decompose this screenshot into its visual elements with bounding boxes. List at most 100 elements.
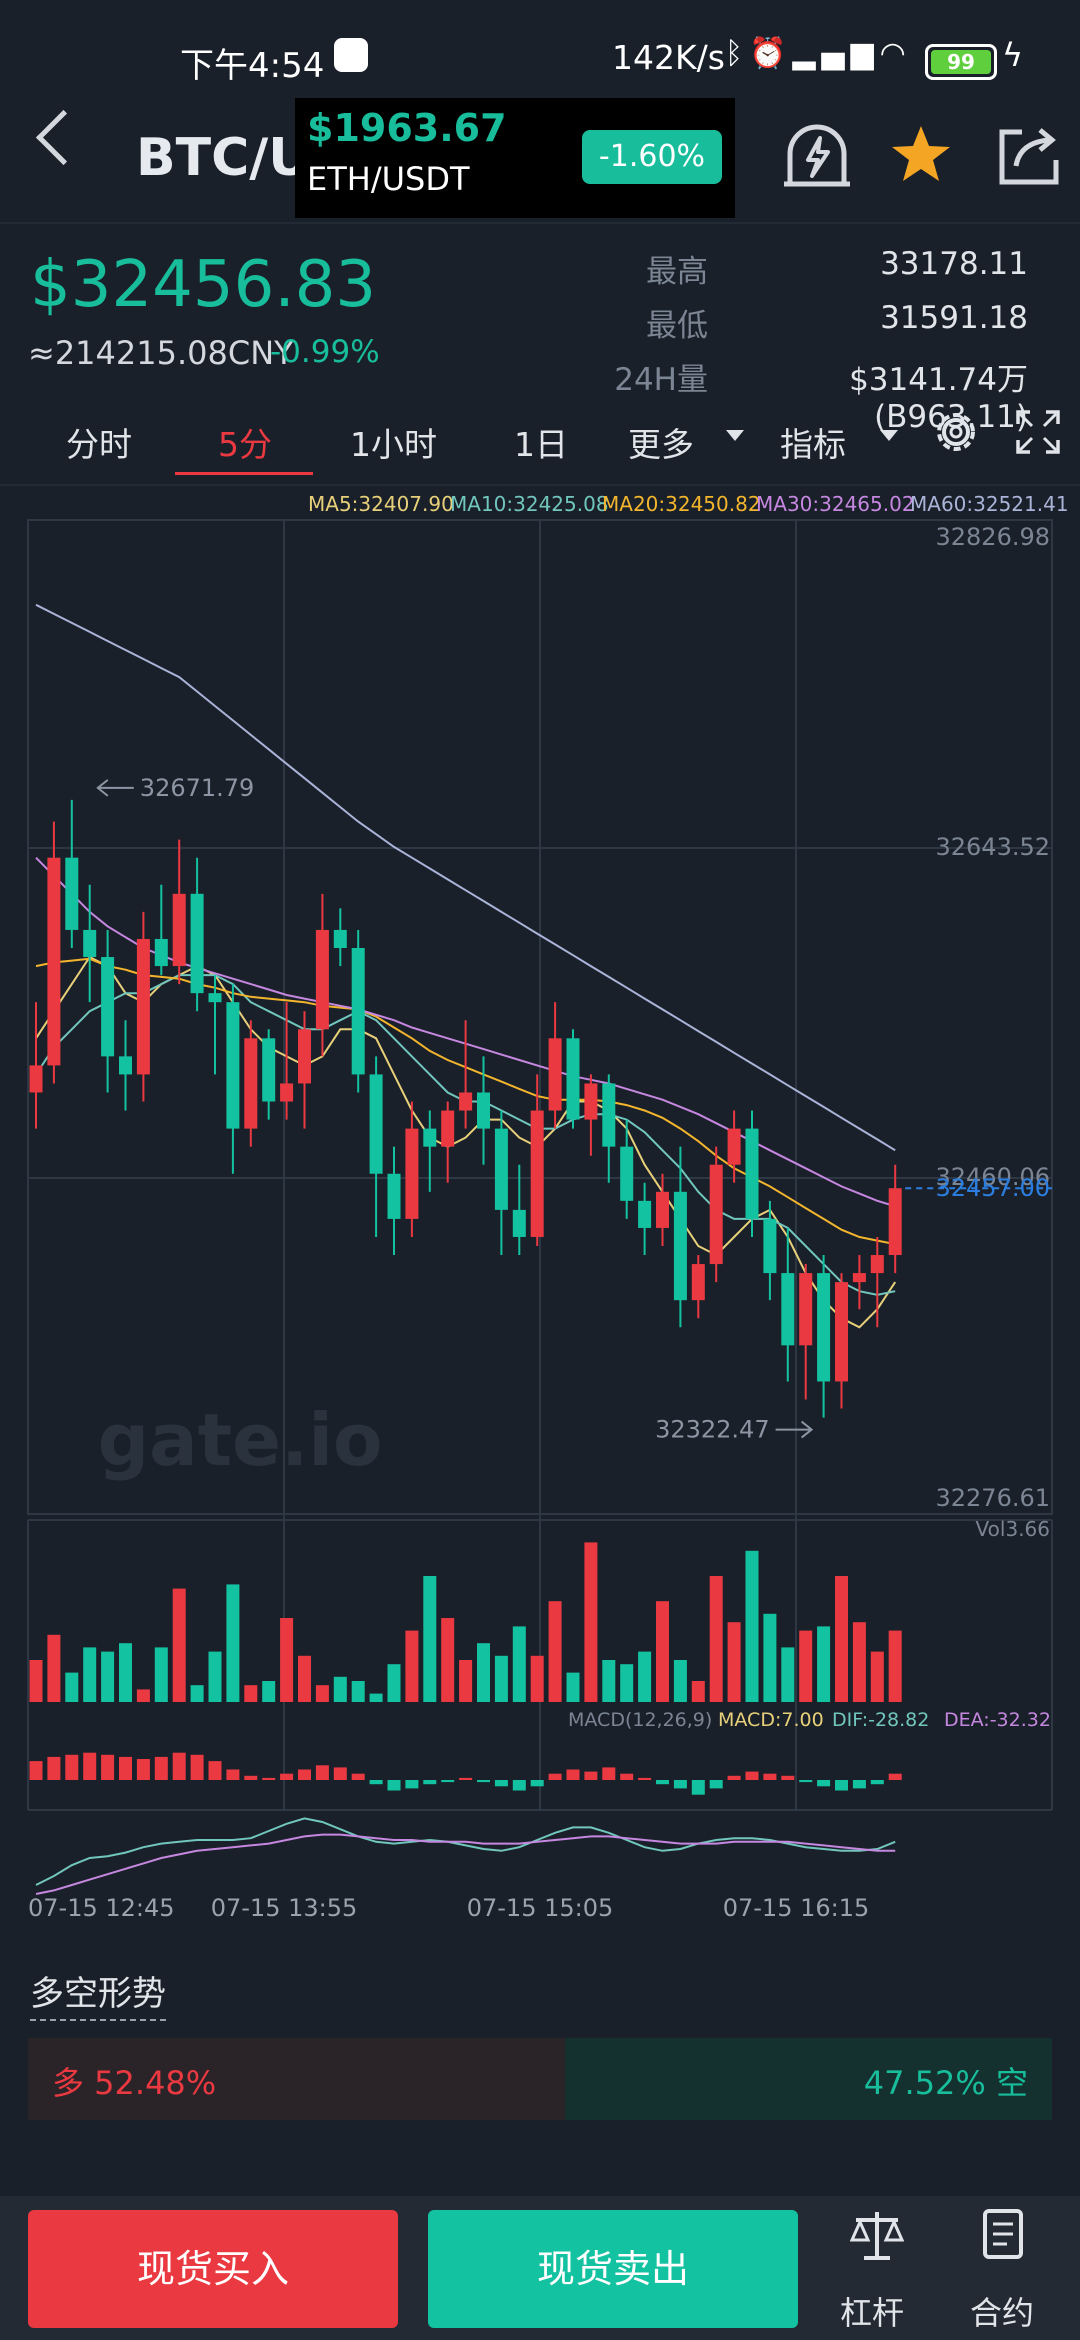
- pair-popup[interactable]: $1963.67 ETH/USDT -1.60%: [295, 98, 735, 218]
- volume-bar: [119, 1643, 132, 1702]
- candle-body: [656, 1191, 669, 1228]
- ma5-legend: MA5:32407.90: [308, 492, 454, 516]
- macd-bar: [584, 1771, 598, 1780]
- tab-5min[interactable]: 5分: [218, 425, 272, 464]
- macd-bar: [280, 1773, 294, 1780]
- candle-body: [101, 957, 115, 1057]
- tabs-divider: [0, 484, 1080, 486]
- candle-body: [351, 947, 365, 1075]
- macd-bar: [405, 1780, 419, 1789]
- spot-buy-button[interactable]: 现货买入: [28, 2210, 398, 2328]
- popup-pair: ETH/USDT: [307, 160, 470, 198]
- tab-1hour[interactable]: 1小时: [350, 425, 437, 464]
- candle-body: [190, 893, 204, 994]
- fullscreen-icon[interactable]: [1016, 410, 1060, 454]
- macd-bar: [530, 1780, 544, 1787]
- macd-bar: [691, 1780, 705, 1795]
- candle-body: [477, 1092, 490, 1129]
- macd-bar: [602, 1767, 616, 1780]
- battery-icon: 99: [925, 44, 997, 80]
- tab-more[interactable]: 更多: [628, 425, 694, 464]
- candle-body: [781, 1273, 795, 1346]
- volume-bar: [405, 1630, 419, 1702]
- candle-body: [852, 1273, 866, 1283]
- macd-bar: [208, 1761, 222, 1780]
- share-icon[interactable]: [994, 120, 1064, 190]
- tab-indicators[interactable]: 指标: [780, 425, 846, 464]
- volume-bar: [190, 1685, 204, 1702]
- volume-bar: [369, 1693, 383, 1702]
- contract-button[interactable]: 合约: [962, 2206, 1042, 2336]
- price-axis-upper: 32643.52: [935, 833, 1050, 861]
- macd-bar: [190, 1754, 204, 1780]
- gear-icon[interactable]: [930, 406, 982, 458]
- volume-bar: [172, 1588, 186, 1702]
- header-divider: [0, 222, 1080, 224]
- favorite-star-icon[interactable]: [886, 120, 956, 190]
- candle-body: [29, 1065, 43, 1093]
- macd-bar: [763, 1773, 777, 1780]
- volume-bar: [745, 1550, 759, 1702]
- macd-panel: [29, 1752, 902, 1895]
- leverage-button[interactable]: 杠杆: [836, 2206, 916, 2336]
- macd-bar: [656, 1780, 669, 1785]
- candle-body: [494, 1128, 508, 1210]
- chevron-down-icon: [726, 430, 744, 441]
- volume-bar: [459, 1660, 473, 1702]
- candle-body: [638, 1200, 652, 1228]
- candle-body: [119, 1056, 132, 1075]
- macd-bar: [566, 1769, 580, 1780]
- candle-body: [709, 1164, 723, 1265]
- volume-bar: [351, 1681, 365, 1702]
- chevron-down-icon: [880, 430, 898, 441]
- macd-bar: [226, 1769, 240, 1780]
- macd-bar: [172, 1752, 186, 1780]
- macd-value: MACD:7.00: [718, 1709, 824, 1731]
- tab-1day[interactable]: 1日: [514, 425, 568, 464]
- macd-bar: [244, 1775, 258, 1780]
- volume-bar: [47, 1634, 61, 1702]
- macd-bar: [333, 1767, 347, 1780]
- price-axis-lower: 32460.06: [935, 1163, 1050, 1191]
- price-axis-bottom: 32276.61: [935, 1484, 1050, 1512]
- max-arrow-icon: [96, 779, 134, 797]
- volume-bar: [781, 1647, 795, 1702]
- price-cny: ≈214215.08CNY: [28, 334, 294, 372]
- volume-bar: [262, 1681, 276, 1702]
- volume-bar: [65, 1672, 79, 1702]
- leverage-label: 杠杆: [840, 2294, 905, 2332]
- volume-bar: [298, 1655, 311, 1702]
- candle-body: [835, 1282, 848, 1382]
- candle-body: [423, 1128, 437, 1147]
- macd-bar: [65, 1754, 79, 1780]
- time-label-3: 07-15 15:05: [467, 1894, 614, 1922]
- volume-bar: [441, 1618, 455, 1702]
- status-icons: ᛒ⏰▂▄▆◠: [725, 36, 912, 71]
- macd-bar: [817, 1780, 831, 1787]
- volume-bar: [870, 1651, 884, 1702]
- long-short-title[interactable]: 多空形势: [30, 1966, 166, 2021]
- candle-body: [727, 1128, 741, 1165]
- macd-legend: MACD(12,26,9) MACD:7.00 DIF:-28.82 DEA:-…: [568, 1709, 1051, 1731]
- volume-bar: [387, 1664, 401, 1702]
- macd-bar: [101, 1754, 115, 1780]
- flash-trade-icon[interactable]: [782, 120, 852, 190]
- tab-timeline[interactable]: 分时: [66, 425, 132, 464]
- macd-bar: [315, 1765, 329, 1780]
- macd-bar: [47, 1756, 61, 1780]
- volume-bar: [333, 1676, 347, 1702]
- kline-chart[interactable]: 32826.98 32643.52 32460.06 32276.61 Vol3…: [0, 510, 1080, 1930]
- spot-sell-button[interactable]: 现货卖出: [428, 2210, 798, 2328]
- macd-bar: [369, 1780, 383, 1785]
- volume-bar: [136, 1689, 150, 1702]
- macd-bar: [351, 1773, 365, 1780]
- wifi-icon: ◠: [879, 36, 912, 71]
- candle-body: [262, 1038, 276, 1102]
- candle-body: [65, 857, 79, 930]
- macd-bar: [548, 1773, 562, 1780]
- ma20-legend: MA20:32450.82: [602, 492, 761, 516]
- volume-bar: [101, 1651, 115, 1702]
- candle-body: [226, 1002, 240, 1129]
- volume-bar: [280, 1618, 294, 1702]
- short-share-bar: [565, 2038, 1052, 2120]
